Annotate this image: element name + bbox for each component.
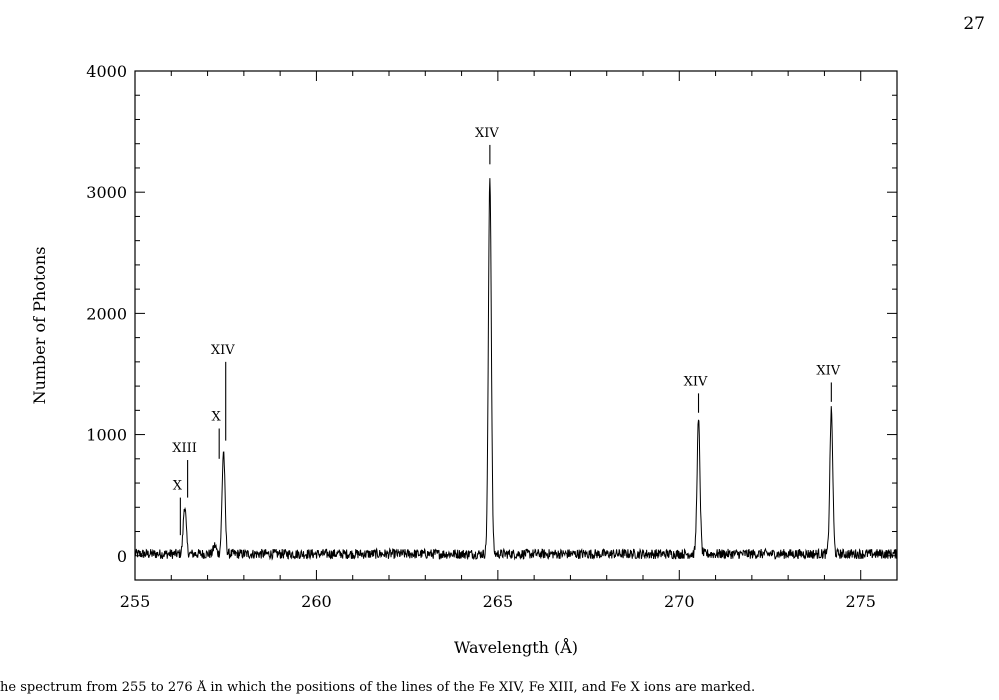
ion-label: XIV: [475, 126, 499, 141]
chart-annotations: X XIII X XIV XIV XIV XIV: [172, 126, 841, 536]
ion-label: XIV: [816, 363, 840, 378]
ion-label: XIV: [211, 343, 235, 358]
ion-label: XIV: [684, 374, 708, 389]
chart-series: [134, 178, 898, 561]
ion-label: XIII: [172, 441, 197, 456]
x-tick-label: 255: [120, 592, 151, 611]
page-number: 27: [963, 14, 985, 34]
y-tick-label: 3000: [86, 183, 127, 202]
ion-label: X: [212, 410, 222, 425]
spectrum-line: [134, 178, 898, 561]
x-tick-label: 265: [483, 592, 514, 611]
x-tick-label: 260: [301, 592, 332, 611]
x-axis-title: Wavelength (Å): [454, 637, 578, 657]
y-axis-title: Number of Photons: [30, 247, 49, 405]
chart-axes: [134, 70, 898, 581]
x-tick-label: 270: [664, 592, 695, 611]
y-tick-label: 4000: [86, 62, 127, 81]
figure-caption: he spectrum from 255 to 276 Å in which t…: [0, 680, 756, 695]
y-tick-label: 2000: [86, 304, 127, 323]
x-tick-label: 275: [845, 592, 876, 611]
y-tick-label: 0: [117, 547, 127, 566]
chart-ticks: [134, 70, 898, 581]
plot-frame: [134, 70, 898, 581]
ion-label: X: [173, 479, 183, 494]
y-tick-label: 1000: [86, 426, 127, 445]
chart-tick-labels: 255 260 265 270 275 0 1000 2000 3000 4000: [86, 62, 876, 611]
